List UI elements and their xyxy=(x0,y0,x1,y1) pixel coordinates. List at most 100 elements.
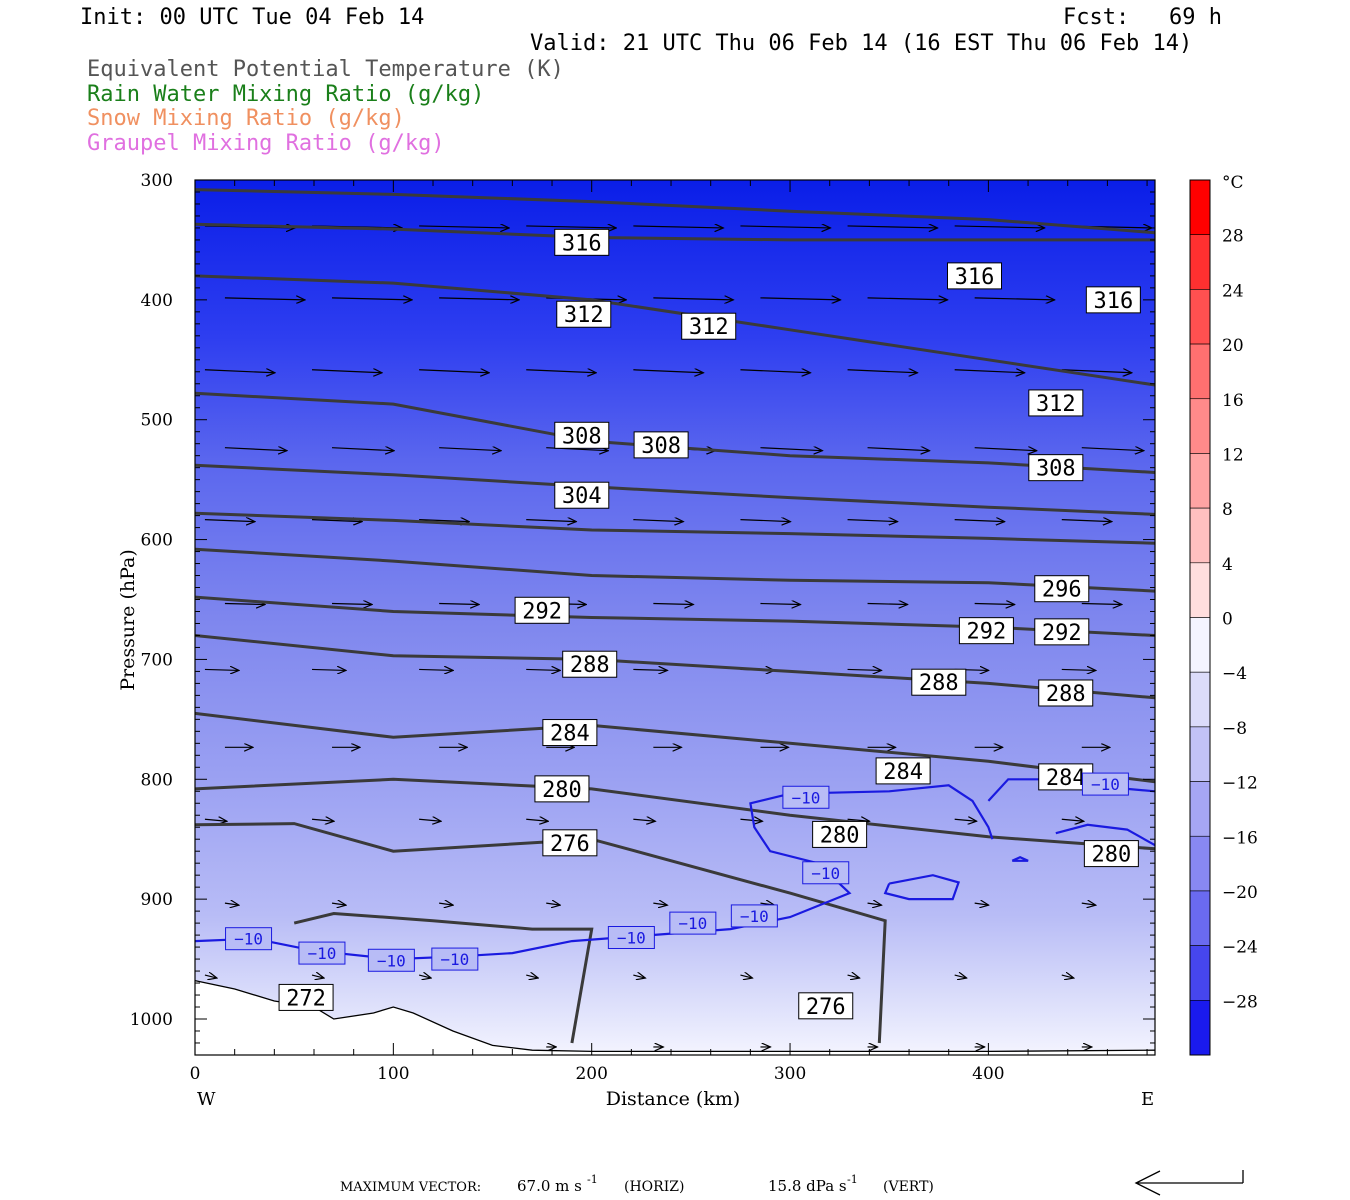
legend-graupel: Graupel Mixing Ratio (g/kg) xyxy=(87,131,445,156)
theta-e-label: 308 xyxy=(633,431,689,459)
wind-vector xyxy=(311,370,382,373)
wind-vector xyxy=(760,298,840,300)
wind-vector xyxy=(418,975,431,978)
wind-vector xyxy=(419,819,441,821)
wind-vector xyxy=(1081,604,1122,605)
wind-vector xyxy=(224,604,265,605)
temp-label: −10 xyxy=(225,927,273,951)
colorbar-tick-label: −20 xyxy=(1222,883,1258,903)
west-label: W xyxy=(197,1089,216,1110)
wind-vector xyxy=(867,903,882,905)
theta-e-label-box xyxy=(554,421,610,449)
wind-vector xyxy=(847,975,860,978)
max-vector-vert-tag: (VERT) xyxy=(883,1179,934,1195)
theta-e-label-text: 312 xyxy=(564,303,604,328)
colorbar-tick-label: −16 xyxy=(1222,828,1258,848)
theta-e-label: 316 xyxy=(554,228,610,256)
theta-e-label-text: 288 xyxy=(919,671,959,696)
wind-vector xyxy=(974,604,1015,605)
theta-e-label-text: 280 xyxy=(1091,843,1131,868)
wind-vector xyxy=(740,370,810,373)
theta-e-label-text: 272 xyxy=(286,986,326,1011)
y-tick-label: 500 xyxy=(141,411,173,431)
wind-vector xyxy=(526,226,616,228)
colorbar-tick-label: −8 xyxy=(1222,719,1247,739)
y-tick-label: 600 xyxy=(141,531,173,551)
theta-e-label: 312 xyxy=(1028,389,1084,417)
wind-vector xyxy=(847,520,898,522)
temp-label-box xyxy=(431,947,479,971)
y-tick-label: 800 xyxy=(141,770,173,790)
theta-e-label-box xyxy=(798,992,854,1020)
wind-vector xyxy=(224,448,287,451)
theta-e-label-box xyxy=(681,312,737,340)
theta-e-label: 292 xyxy=(514,596,570,624)
theta-e-label-text: 284 xyxy=(883,760,923,785)
theta-e-contour xyxy=(194,188,1156,235)
theta-e-label: 280 xyxy=(1083,840,1139,868)
wind-vector xyxy=(954,226,1045,228)
theta-e-label: 288 xyxy=(911,668,967,696)
max-vector-horiz-tag: (HORIZ) xyxy=(624,1179,684,1195)
theta-e-label-text: 280 xyxy=(542,778,582,803)
wind-vector xyxy=(760,448,822,451)
theta-e-label-box xyxy=(514,596,570,624)
wind-vector xyxy=(974,903,989,905)
wind-vector xyxy=(1061,669,1096,670)
wind-vector xyxy=(204,370,275,373)
temp-label-text: −10 xyxy=(617,928,646,947)
temp-minus10-contour xyxy=(1055,823,1156,847)
wind-vector xyxy=(1081,448,1144,451)
wind-vector xyxy=(867,604,908,605)
theta-e-label-box xyxy=(1028,389,1084,417)
x-tick-label: 200 xyxy=(575,1064,607,1084)
theta-e-label: 312 xyxy=(556,300,612,328)
wind-vector xyxy=(1081,903,1096,905)
y-tick-label: 700 xyxy=(141,650,173,670)
wind-vector xyxy=(204,669,239,670)
wind-vector xyxy=(633,975,645,978)
east-label: E xyxy=(1141,1089,1154,1110)
temp-label: −10 xyxy=(298,941,346,965)
wind-vector xyxy=(1061,370,1132,373)
wind-vector xyxy=(312,520,362,522)
theta-e-label-box xyxy=(947,262,1003,290)
colorbar-segment xyxy=(1189,781,1211,837)
colorbar-segment xyxy=(1189,507,1211,564)
wind-vector xyxy=(1061,520,1112,522)
colorbar-tick-label: −12 xyxy=(1222,774,1258,794)
theta-e-label-box xyxy=(1034,575,1090,603)
wind-vector xyxy=(954,370,1025,373)
wind-vector xyxy=(526,819,548,821)
wind-vector xyxy=(1061,819,1084,821)
wind-vector xyxy=(760,604,800,605)
temp-label-box xyxy=(1081,772,1129,796)
theta-e-label: 280 xyxy=(534,775,590,803)
theta-e-label-text: 276 xyxy=(550,832,590,857)
theta-e-label: 308 xyxy=(1028,454,1084,482)
x-tick-label: 400 xyxy=(972,1064,1004,1084)
wind-vector xyxy=(974,298,1055,300)
wind-vector xyxy=(204,819,227,821)
theta-e-label-text: 276 xyxy=(806,995,846,1020)
temp-label: −10 xyxy=(431,947,479,971)
theta-e-label: 284 xyxy=(542,719,598,747)
colorbar-segment xyxy=(1189,453,1211,509)
wind-vector xyxy=(633,819,655,821)
wind-vector xyxy=(439,903,453,905)
theta-e-label-text: 316 xyxy=(562,231,602,256)
temp-label-text: −10 xyxy=(678,914,707,933)
theta-e-label-text: 292 xyxy=(967,620,1007,645)
temp-label-box xyxy=(367,948,415,972)
theta-e-label: 316 xyxy=(947,262,1003,290)
temp-label-text: −10 xyxy=(234,930,263,949)
wind-vector xyxy=(419,370,489,373)
wind-vector xyxy=(546,903,560,905)
colorbar-segment xyxy=(1189,234,1211,290)
theta-e-contour xyxy=(194,391,1156,474)
wind-vector xyxy=(653,604,693,605)
theta-e-contour xyxy=(194,634,1156,700)
wind-vector xyxy=(312,669,346,670)
forecast-hour: Fcst: 69 h xyxy=(1063,5,1222,30)
theta-e-label-box xyxy=(911,668,967,696)
